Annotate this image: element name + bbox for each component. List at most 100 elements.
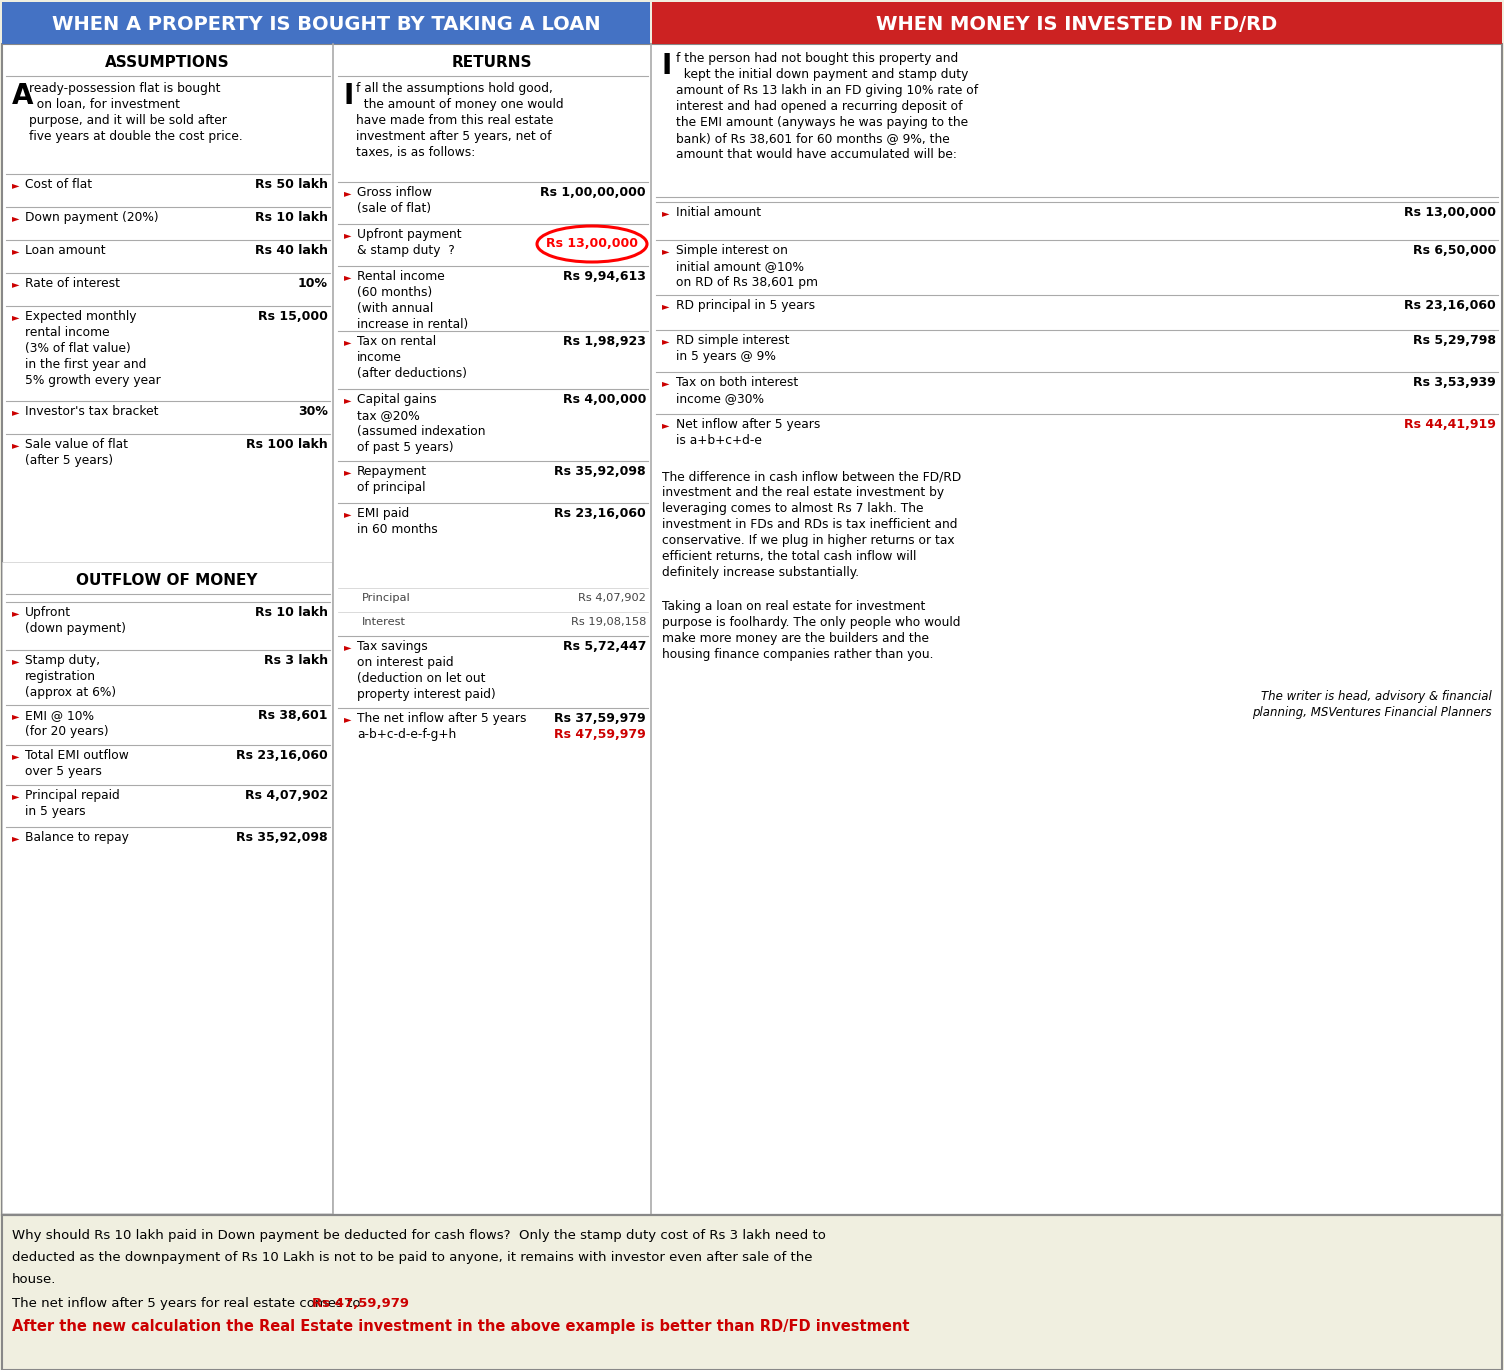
Text: The writer is head, advisory & financial
planning, MSVentures Financial Planners: The writer is head, advisory & financial… <box>1253 690 1492 719</box>
Text: The net inflow after 5 years
a-b+c-d-e-f-g+h: The net inflow after 5 years a-b+c-d-e-f… <box>356 712 526 741</box>
Text: Rs 1,98,923: Rs 1,98,923 <box>562 336 647 348</box>
Text: Rs 37,59,979: Rs 37,59,979 <box>555 712 647 725</box>
Text: f the person had not bought this property and
  kept the initial down payment an: f the person had not bought this propert… <box>675 52 978 162</box>
Text: Rs 15,000: Rs 15,000 <box>259 310 328 323</box>
Bar <box>2 1215 1502 1370</box>
Text: ►: ► <box>12 790 20 801</box>
Text: ►: ► <box>344 337 352 347</box>
Text: ►: ► <box>344 230 352 240</box>
Text: Rs 23,16,060: Rs 23,16,060 <box>555 507 647 521</box>
Text: Net inflow after 5 years
is a+b+c+d-e: Net inflow after 5 years is a+b+c+d-e <box>675 418 820 447</box>
Text: Rs 9,94,613: Rs 9,94,613 <box>562 270 647 284</box>
Text: ►: ► <box>662 421 669 430</box>
Text: ►: ► <box>344 643 352 652</box>
Text: ►: ► <box>12 407 20 416</box>
Text: Rs 4,07,902: Rs 4,07,902 <box>245 789 328 801</box>
Text: WHEN A PROPERTY IS BOUGHT BY TAKING A LOAN: WHEN A PROPERTY IS BOUGHT BY TAKING A LO… <box>51 15 600 33</box>
Text: After the new calculation the Real Estate investment in the above example is bet: After the new calculation the Real Estat… <box>12 1319 910 1334</box>
Text: Rs 3 lakh: Rs 3 lakh <box>263 653 328 667</box>
Text: RD simple interest
in 5 years @ 9%: RD simple interest in 5 years @ 9% <box>675 334 790 363</box>
Text: Gross inflow
(sale of flat): Gross inflow (sale of flat) <box>356 186 432 215</box>
Text: ►: ► <box>662 301 669 311</box>
Text: Upfront payment
& stamp duty  ?: Upfront payment & stamp duty ? <box>356 227 462 258</box>
Text: ►: ► <box>662 336 669 347</box>
Text: Principal repaid
in 5 years: Principal repaid in 5 years <box>26 789 120 818</box>
Text: Rs 5,29,798: Rs 5,29,798 <box>1412 334 1496 347</box>
Text: The net inflow after 5 years for real estate comes to: The net inflow after 5 years for real es… <box>12 1297 365 1310</box>
Text: Rs 38,601: Rs 38,601 <box>259 710 328 722</box>
Text: RETURNS: RETURNS <box>451 55 532 70</box>
Bar <box>2 44 1502 1215</box>
Text: Rs 3,53,939: Rs 3,53,939 <box>1414 375 1496 389</box>
Text: Rs 5,72,447: Rs 5,72,447 <box>562 640 647 653</box>
Text: Rs 1,00,00,000: Rs 1,00,00,000 <box>540 186 647 199</box>
Text: Why should Rs 10 lakh paid in Down payment be deducted for cash flows?  Only the: Why should Rs 10 lakh paid in Down payme… <box>12 1229 826 1243</box>
Text: Interest: Interest <box>362 616 406 627</box>
Text: Stamp duty,
registration
(approx at 6%): Stamp duty, registration (approx at 6%) <box>26 653 116 699</box>
Text: Investor's tax bracket: Investor's tax bracket <box>26 406 158 418</box>
Text: Rs 47,59,979: Rs 47,59,979 <box>311 1297 409 1310</box>
Text: ►: ► <box>12 312 20 322</box>
Text: Rs 35,92,098: Rs 35,92,098 <box>555 464 647 478</box>
Text: ►: ► <box>662 208 669 218</box>
Text: Rs 44,41,919: Rs 44,41,919 <box>1405 418 1496 432</box>
Text: ►: ► <box>12 440 20 449</box>
Text: Rate of interest: Rate of interest <box>26 277 120 290</box>
Text: Upfront
(down payment): Upfront (down payment) <box>26 606 126 636</box>
Text: Balance to repay: Balance to repay <box>26 832 129 844</box>
Text: Tax on both interest
income @30%: Tax on both interest income @30% <box>675 375 799 406</box>
Text: Initial amount: Initial amount <box>675 206 761 219</box>
Text: Cost of flat: Cost of flat <box>26 178 92 190</box>
Text: EMI paid
in 60 months: EMI paid in 60 months <box>356 507 438 536</box>
Text: I: I <box>344 82 355 110</box>
Text: Rs 13,00,000: Rs 13,00,000 <box>1405 206 1496 219</box>
Text: Rs 13,00,000: Rs 13,00,000 <box>546 237 638 249</box>
Text: Taking a loan on real estate for investment
purpose is foolhardy. The only peopl: Taking a loan on real estate for investm… <box>662 600 961 660</box>
Text: Rs 10 lakh: Rs 10 lakh <box>256 606 328 619</box>
Text: house.: house. <box>12 1273 56 1286</box>
Text: Simple interest on
initial amount @10%
on RD of Rs 38,601 pm: Simple interest on initial amount @10% o… <box>675 244 818 289</box>
Text: Rs 19,08,158: Rs 19,08,158 <box>570 616 647 627</box>
Text: ASSUMPTIONS: ASSUMPTIONS <box>105 55 229 70</box>
Text: ►: ► <box>12 279 20 289</box>
Text: ►: ► <box>344 188 352 199</box>
Text: Down payment (20%): Down payment (20%) <box>26 211 158 225</box>
Text: 10%: 10% <box>298 277 328 290</box>
Bar <box>2 562 332 1212</box>
Text: ►: ► <box>12 751 20 760</box>
Bar <box>2 1 650 44</box>
Text: Rs 50 lakh: Rs 50 lakh <box>256 178 328 190</box>
Text: WHEN MONEY IS INVESTED IN FD/RD: WHEN MONEY IS INVESTED IN FD/RD <box>877 15 1277 33</box>
Text: 30%: 30% <box>298 406 328 418</box>
Text: ►: ► <box>12 711 20 721</box>
Text: Repayment
of principal: Repayment of principal <box>356 464 427 495</box>
Text: Capital gains
tax @20%
(assumed indexation
of past 5 years): Capital gains tax @20% (assumed indexati… <box>356 393 486 453</box>
Text: ►: ► <box>344 510 352 519</box>
Text: Rs 10 lakh: Rs 10 lakh <box>256 211 328 225</box>
Text: Rs 100 lakh: Rs 100 lakh <box>247 438 328 451</box>
Text: RD principal in 5 years: RD principal in 5 years <box>675 299 815 312</box>
Text: ►: ► <box>344 467 352 477</box>
Text: OUTFLOW OF MONEY: OUTFLOW OF MONEY <box>77 573 257 588</box>
Text: EMI @ 10%
(for 20 years): EMI @ 10% (for 20 years) <box>26 710 108 738</box>
Text: The difference in cash inflow between the FD/RD
investment and the real estate i: The difference in cash inflow between th… <box>662 470 961 580</box>
Text: Principal: Principal <box>362 593 411 603</box>
Text: I: I <box>662 52 672 79</box>
Text: Rs 23,16,060: Rs 23,16,060 <box>236 749 328 762</box>
Text: Expected monthly
rental income
(3% of flat value)
in the first year and
5% growt: Expected monthly rental income (3% of fl… <box>26 310 161 386</box>
Text: Loan amount: Loan amount <box>26 244 105 258</box>
Text: ►: ► <box>344 273 352 282</box>
Text: Rs 6,50,000: Rs 6,50,000 <box>1412 244 1496 258</box>
Text: Tax on rental
income
(after deductions): Tax on rental income (after deductions) <box>356 336 468 379</box>
Text: Rs 47,59,979: Rs 47,59,979 <box>555 727 647 741</box>
Text: Rs 4,00,000: Rs 4,00,000 <box>562 393 647 406</box>
Text: deducted as the downpayment of Rs 10 Lakh is not to be paid to anyone, it remain: deducted as the downpayment of Rs 10 Lak… <box>12 1251 812 1265</box>
Text: ►: ► <box>344 395 352 406</box>
Text: ►: ► <box>12 247 20 256</box>
Text: Rs 40 lakh: Rs 40 lakh <box>256 244 328 258</box>
Text: Tax savings
on interest paid
(deduction on let out
property interest paid): Tax savings on interest paid (deduction … <box>356 640 496 701</box>
Text: ►: ► <box>12 656 20 666</box>
Text: ►: ► <box>662 378 669 388</box>
Text: Rs 35,92,098: Rs 35,92,098 <box>236 832 328 844</box>
Text: ready-possession flat is bought
  on loan, for investment
purpose, and it will b: ready-possession flat is bought on loan,… <box>29 82 242 142</box>
